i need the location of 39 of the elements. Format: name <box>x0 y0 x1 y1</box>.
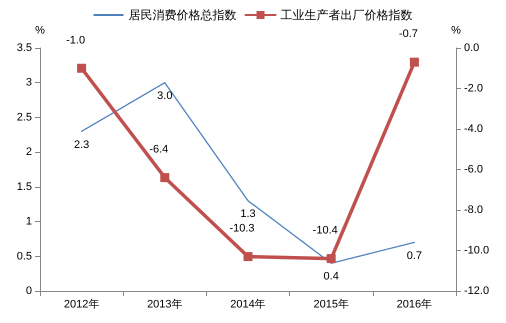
y-tick-label: 0.5 <box>16 250 32 262</box>
y2-axis-title: % <box>451 24 462 36</box>
data-label: -0.7 <box>398 28 418 40</box>
y2-tick-label: -10.0 <box>464 244 490 256</box>
data-label: -10.4 <box>312 224 338 237</box>
point <box>77 64 86 73</box>
x-tick-label: 2015年 <box>313 298 349 310</box>
x-tick-label: 2016年 <box>396 298 432 310</box>
data-label: 3.0 <box>157 90 172 102</box>
y-tick-label: 3 <box>26 76 32 89</box>
y-tick-label: 2.5 <box>16 111 32 124</box>
y-tick-label: 3.5 <box>16 42 32 54</box>
point <box>160 173 170 182</box>
x-tick-label: 2012年 <box>64 298 100 310</box>
y-tick-label: 1.5 <box>16 180 32 193</box>
x-tick-label: 2014年 <box>230 298 266 310</box>
y2-tick-label: -6.0 <box>464 164 483 176</box>
y2-tick-label: -8.0 <box>464 204 483 216</box>
legend-label: 居民消费价格总指数 <box>128 8 236 22</box>
y-tick-label: 0 <box>26 285 32 297</box>
point <box>410 58 419 67</box>
data-label: -1.0 <box>66 34 86 46</box>
y2-tick-label: 0.0 <box>464 42 480 54</box>
data-label: 1.3 <box>240 208 256 220</box>
point <box>326 254 336 264</box>
y-axis-title: % <box>35 24 46 36</box>
legend-label: 工业生产者出厂价格指数 <box>280 8 412 22</box>
y2-tick-label: -2.0 <box>464 82 483 94</box>
data-label: 0.7 <box>406 250 422 262</box>
x-tick-label: 2013年 <box>147 298 183 310</box>
data-label: 2.3 <box>74 138 90 151</box>
point <box>244 252 252 262</box>
data-label: -6.4 <box>149 144 168 156</box>
y2-tick-label: -4.0 <box>464 123 483 135</box>
y-tick-label: 1 <box>26 216 32 228</box>
y2-tick-label: -12.0 <box>464 285 490 297</box>
data-label: -10.3 <box>229 222 255 235</box>
y-tick-label: 2 <box>26 146 32 158</box>
data-label: 0.4 <box>324 270 339 283</box>
